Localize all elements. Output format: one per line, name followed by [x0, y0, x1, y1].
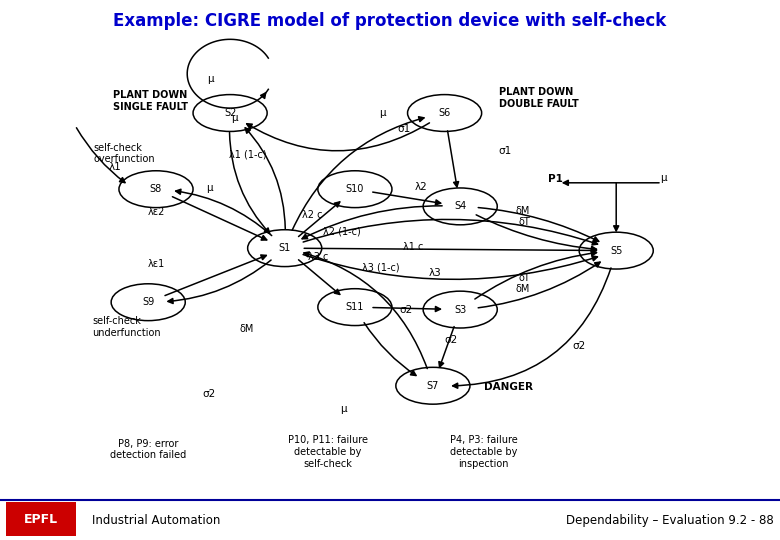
- Text: PLANT DOWN
SINGLE FAULT: PLANT DOWN SINGLE FAULT: [113, 90, 188, 112]
- Bar: [6, 502, 76, 536]
- Text: S4: S4: [454, 201, 466, 211]
- Text: μ: μ: [206, 183, 212, 193]
- Text: P10, P11: failure
detectable by
self-check: P10, P11: failure detectable by self-che…: [288, 435, 367, 469]
- Text: δM: δM: [516, 284, 530, 294]
- Text: S3: S3: [454, 305, 466, 315]
- Text: λε1: λε1: [147, 259, 165, 269]
- Text: δT: δT: [518, 217, 530, 227]
- Text: δM: δM: [516, 206, 530, 217]
- Text: Dependability – Evaluation 9.2 - 88: Dependability – Evaluation 9.2 - 88: [566, 514, 774, 527]
- Text: σ1: σ1: [398, 124, 410, 134]
- Text: λ1 c: λ1 c: [403, 242, 424, 252]
- Text: λε2: λε2: [147, 207, 165, 217]
- Text: λ2 (1-c): λ2 (1-c): [323, 227, 360, 237]
- Text: EPFL: EPFL: [24, 512, 58, 525]
- Text: μ: μ: [231, 113, 237, 123]
- Text: P4, P3: failure
detectable by
inspection: P4, P3: failure detectable by inspection: [450, 435, 517, 469]
- Text: δT: δT: [518, 273, 530, 282]
- Text: Example: CIGRE model of protection device with self-check: Example: CIGRE model of protection devic…: [113, 12, 667, 30]
- Text: μ: μ: [340, 404, 346, 414]
- Text: σ2: σ2: [573, 341, 585, 352]
- Text: S11: S11: [346, 302, 364, 312]
- Text: μ: μ: [660, 173, 666, 183]
- Text: S10: S10: [346, 184, 364, 194]
- Text: self-check
overfunction: self-check overfunction: [94, 143, 155, 164]
- Text: P1: P1: [548, 174, 563, 184]
- Text: λ3: λ3: [429, 268, 441, 278]
- Text: λ1: λ1: [109, 162, 122, 172]
- Text: μ: μ: [379, 108, 385, 118]
- Text: λ3 c: λ3 c: [308, 252, 328, 261]
- Text: DANGER: DANGER: [484, 382, 533, 392]
- Text: S7: S7: [427, 381, 439, 391]
- Text: Industrial Automation: Industrial Automation: [92, 514, 221, 527]
- Text: P8, P9: error
detection failed: P8, P9: error detection failed: [110, 439, 186, 461]
- Text: S9: S9: [142, 297, 154, 307]
- Text: σ1: σ1: [499, 146, 512, 157]
- Text: S8: S8: [150, 184, 162, 194]
- Text: λ2 c: λ2 c: [302, 210, 322, 220]
- Text: PLANT DOWN
DOUBLE FAULT: PLANT DOWN DOUBLE FAULT: [499, 87, 579, 109]
- Text: λ2: λ2: [415, 182, 427, 192]
- Text: self-check
underfunction: self-check underfunction: [92, 316, 161, 338]
- Text: S6: S6: [438, 108, 451, 118]
- Text: μ: μ: [207, 73, 214, 84]
- Text: σ2: σ2: [203, 389, 215, 399]
- Text: S1: S1: [278, 243, 291, 253]
- Text: σ2: σ2: [399, 305, 412, 315]
- Text: λ3 (1-c): λ3 (1-c): [362, 262, 399, 272]
- Text: σ2: σ2: [445, 335, 457, 345]
- Text: λ1 (1-c): λ1 (1-c): [229, 150, 267, 160]
- Text: δM: δM: [239, 324, 254, 334]
- Text: S5: S5: [610, 246, 622, 255]
- Text: S2: S2: [224, 108, 236, 118]
